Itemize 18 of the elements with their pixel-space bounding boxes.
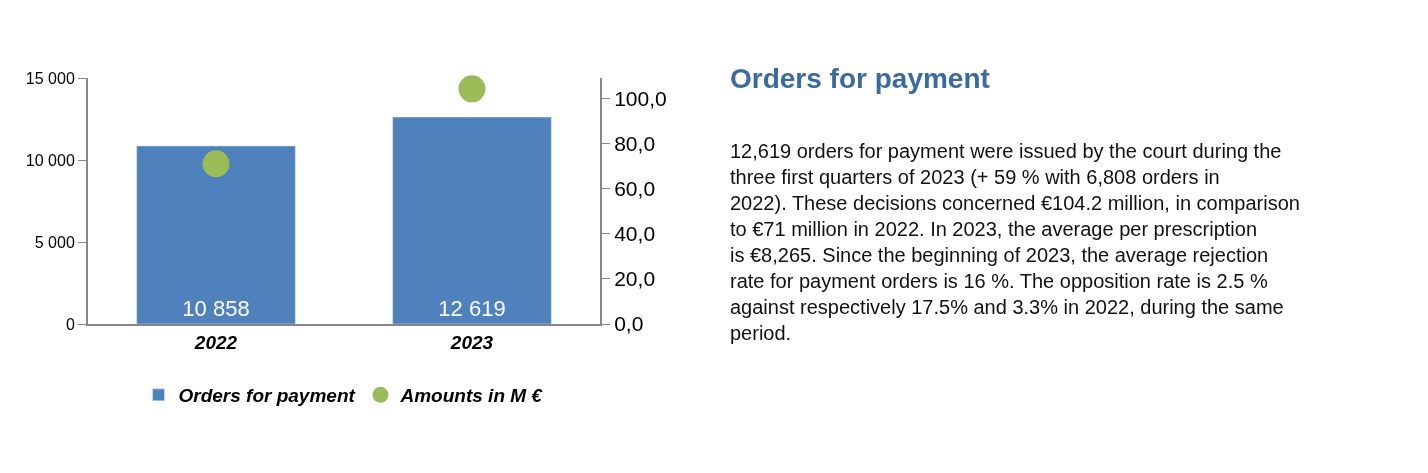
legend-label: Orders for payment xyxy=(178,385,356,407)
y2-tick-label: 40,0 xyxy=(614,222,656,246)
y-tick-label: 5 000 xyxy=(34,233,75,251)
data-label: 12 619 xyxy=(438,296,506,321)
data-label: 10 858 xyxy=(182,296,250,321)
y2-tick-label: 80,0 xyxy=(614,131,656,155)
y2-tick-label: 0,0 xyxy=(614,312,644,336)
y-tick-label: 10 000 xyxy=(25,151,75,169)
text: 12,619 orders for payment were issued by the court during the three first quarters of 2023 (+ 59 % with 6,808 orders in 2022). These decisions concerned €104.2 million, in comparison to €71 million in 2022. In 2023, the average per prescription is €8,265. Since the beginning of 2023, the average rejection rate for payment orders is 16 %. The opposition rate is 2.5 % against respectively 17.5% and 3.3% in 2022, during the same period. xyxy=(730,140,1300,344)
legend-label: Amounts in M € xyxy=(399,385,544,407)
y2-tick-label: 60,0 xyxy=(614,176,656,200)
x-tick-label: 2023 xyxy=(449,331,494,353)
y-tick-label: 15 000 xyxy=(25,69,75,87)
x-tick-label: 2022 xyxy=(193,331,238,353)
y-tick-label: 0 xyxy=(65,315,75,333)
text: Orders for payment xyxy=(730,63,990,94)
y2-tick-label: 100,0 xyxy=(614,86,667,110)
y2-tick-label: 20,0 xyxy=(614,267,656,291)
